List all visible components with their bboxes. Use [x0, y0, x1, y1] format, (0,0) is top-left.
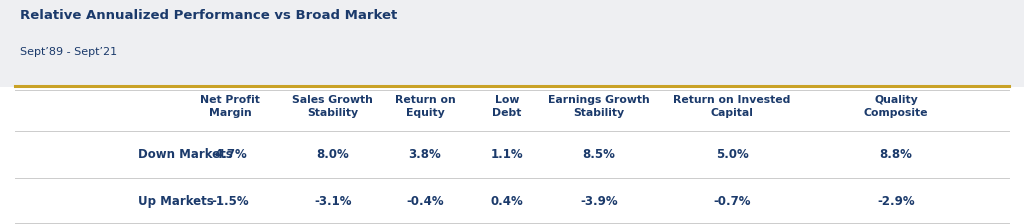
Text: 8.0%: 8.0% — [316, 148, 349, 161]
Text: 5.0%: 5.0% — [716, 148, 749, 161]
Text: -1.5%: -1.5% — [212, 195, 249, 208]
Text: Sales Growth
Stability: Sales Growth Stability — [293, 95, 373, 118]
Text: 0.4%: 0.4% — [490, 195, 523, 208]
Text: -3.9%: -3.9% — [581, 195, 617, 208]
Text: Return on
Equity: Return on Equity — [394, 95, 456, 118]
Text: 8.8%: 8.8% — [880, 148, 912, 161]
Text: Sept’89 - Sept’21: Sept’89 - Sept’21 — [20, 47, 118, 57]
Text: 1.1%: 1.1% — [490, 148, 523, 161]
Text: Down Markets: Down Markets — [138, 148, 233, 161]
Text: 4.7%: 4.7% — [214, 148, 247, 161]
Text: Quality
Composite: Quality Composite — [864, 95, 928, 118]
Text: Return on Invested
Capital: Return on Invested Capital — [674, 95, 791, 118]
Text: -0.4%: -0.4% — [407, 195, 443, 208]
Text: Net Profit
Margin: Net Profit Margin — [201, 95, 260, 118]
Text: 3.8%: 3.8% — [409, 148, 441, 161]
Text: -2.9%: -2.9% — [878, 195, 914, 208]
Text: 8.5%: 8.5% — [583, 148, 615, 161]
Text: Low
Debt: Low Debt — [493, 95, 521, 118]
Text: Relative Annualized Performance vs Broad Market: Relative Annualized Performance vs Broad… — [20, 9, 397, 22]
Text: Earnings Growth
Stability: Earnings Growth Stability — [548, 95, 650, 118]
Text: -0.7%: -0.7% — [714, 195, 751, 208]
Text: Up Markets: Up Markets — [138, 195, 214, 208]
Text: -3.1%: -3.1% — [314, 195, 351, 208]
